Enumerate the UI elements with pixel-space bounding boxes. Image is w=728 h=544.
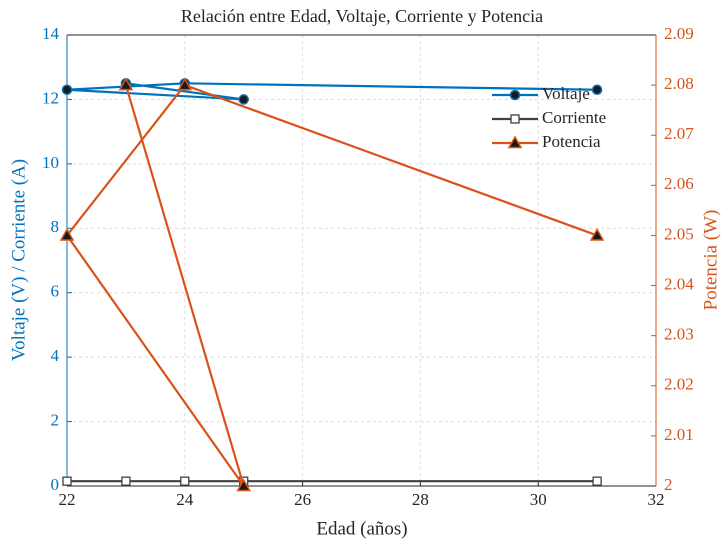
y2-tick-label: 2.04 (664, 274, 694, 293)
y2-tick-label: 2.07 (664, 124, 694, 143)
marker (238, 94, 249, 105)
y-axis-label: Voltaje (V) / Corriente (A) (8, 159, 29, 361)
marker (180, 476, 190, 486)
y2-tick-label: 2.05 (664, 224, 694, 243)
marker (121, 476, 131, 486)
marker (236, 478, 251, 492)
x-tick-label: 28 (412, 490, 429, 509)
legend-label: Corriente (542, 108, 606, 127)
y2-tick-label: 2.02 (664, 375, 694, 394)
x-tick-label: 22 (59, 490, 76, 509)
chart-title: Relación entre Edad, Voltaje, Corriente … (181, 6, 543, 26)
y-tick-label: 6 (51, 282, 60, 301)
legend-label: Voltaje (542, 84, 590, 103)
legend-marker (509, 89, 521, 101)
y-tick-label: 2 (51, 410, 60, 429)
y2-tick-label: 2 (664, 475, 673, 494)
y-tick-label: 8 (51, 217, 60, 236)
y2-axis-label: Potencia (W) (700, 210, 721, 311)
x-tick-label: 30 (530, 490, 547, 509)
x-axis-label: Edad (años) (316, 518, 407, 539)
y-tick-label: 10 (42, 153, 59, 172)
y2-tick-label: 2.06 (664, 174, 694, 193)
y2-tick-label: 2.01 (664, 425, 694, 444)
marker (62, 476, 72, 486)
y-tick-label: 4 (51, 346, 60, 365)
x-tick-label: 32 (648, 490, 665, 509)
y-tick-label: 0 (51, 475, 60, 494)
marker (59, 227, 75, 241)
marker (177, 77, 193, 91)
marker (592, 476, 602, 486)
x-tick-label: 26 (294, 490, 311, 509)
x-tick-label: 24 (176, 490, 194, 509)
y2-tick-label: 2.08 (664, 74, 694, 93)
legend-marker (507, 135, 523, 149)
marker (591, 84, 603, 96)
y-tick-label: 14 (42, 24, 60, 43)
y2-tick-label: 2.09 (664, 24, 694, 43)
marker (61, 84, 73, 96)
y-tick-label: 12 (42, 88, 59, 107)
legend-marker (510, 114, 520, 124)
marker (589, 227, 605, 241)
marker (118, 77, 134, 91)
legend-label: Potencia (542, 132, 601, 151)
y2-tick-label: 2.03 (664, 325, 694, 344)
